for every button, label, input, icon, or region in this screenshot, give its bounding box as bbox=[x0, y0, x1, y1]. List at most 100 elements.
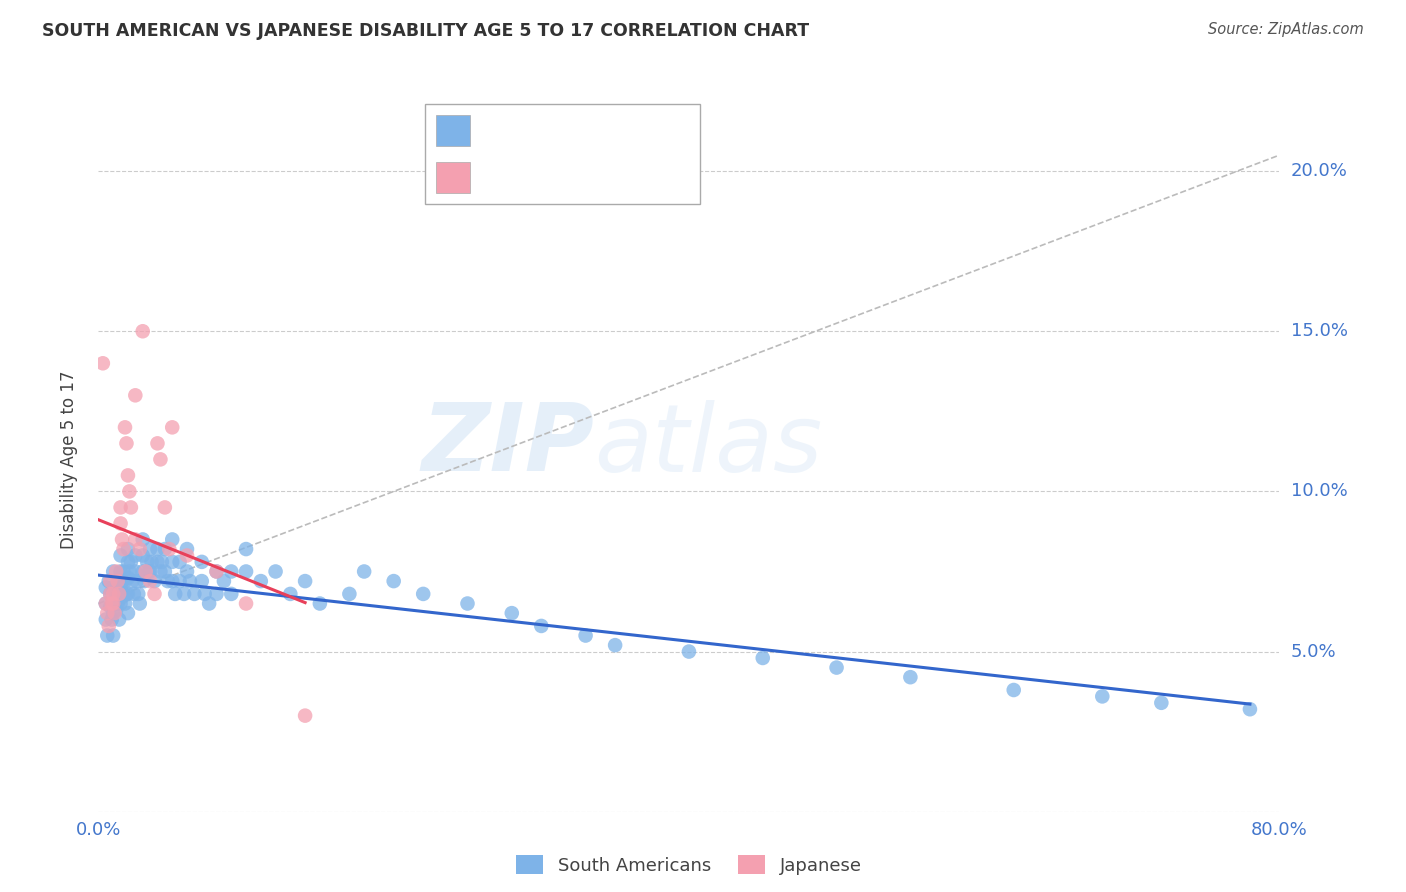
Point bbox=[143, 587, 166, 601]
Point bbox=[139, 565, 162, 579]
Point bbox=[900, 670, 922, 684]
Point bbox=[120, 555, 142, 569]
Point bbox=[194, 587, 217, 601]
Point bbox=[98, 587, 121, 601]
Point bbox=[112, 565, 135, 579]
FancyBboxPatch shape bbox=[436, 162, 470, 193]
Point bbox=[110, 549, 132, 563]
Point bbox=[96, 628, 118, 642]
Point bbox=[134, 574, 156, 588]
Point bbox=[165, 587, 187, 601]
Text: -0.317: -0.317 bbox=[529, 121, 588, 139]
Point bbox=[98, 587, 121, 601]
Point bbox=[124, 565, 146, 579]
Point bbox=[105, 603, 128, 617]
Point bbox=[105, 587, 128, 601]
Point bbox=[111, 533, 134, 547]
Point bbox=[162, 420, 183, 434]
Text: ZIP: ZIP bbox=[422, 400, 595, 491]
Text: 10.0%: 10.0% bbox=[1291, 483, 1347, 500]
Point bbox=[118, 565, 141, 579]
Point bbox=[678, 644, 700, 658]
Point bbox=[128, 542, 150, 557]
Point bbox=[138, 565, 160, 579]
Point bbox=[132, 324, 155, 338]
Point bbox=[104, 606, 127, 620]
Point bbox=[132, 549, 155, 563]
Point bbox=[501, 606, 523, 620]
Point bbox=[146, 555, 169, 569]
Point bbox=[107, 597, 129, 611]
Point bbox=[107, 574, 129, 588]
Point bbox=[205, 587, 228, 601]
Point bbox=[751, 651, 773, 665]
Point bbox=[183, 587, 205, 601]
Point bbox=[139, 542, 162, 557]
Point bbox=[153, 542, 176, 557]
Point bbox=[1150, 696, 1173, 710]
Point bbox=[235, 565, 257, 579]
Point bbox=[153, 500, 176, 515]
Point bbox=[97, 574, 120, 588]
Point bbox=[108, 613, 131, 627]
Point bbox=[1239, 702, 1261, 716]
Text: R =: R = bbox=[481, 121, 512, 139]
Point bbox=[169, 574, 191, 588]
Point bbox=[574, 628, 596, 642]
Point bbox=[353, 565, 375, 579]
Point bbox=[110, 500, 132, 515]
Point bbox=[219, 565, 242, 579]
Point bbox=[150, 555, 173, 569]
Point bbox=[132, 533, 155, 547]
Point bbox=[530, 619, 553, 633]
Point bbox=[132, 565, 155, 579]
Point bbox=[122, 587, 145, 601]
Point bbox=[139, 574, 162, 588]
Point bbox=[294, 574, 316, 588]
Point bbox=[94, 613, 117, 627]
Point bbox=[825, 660, 848, 674]
Point bbox=[98, 599, 121, 614]
Point bbox=[115, 587, 138, 601]
Point bbox=[412, 587, 434, 601]
Point bbox=[235, 542, 257, 557]
Point bbox=[103, 628, 125, 642]
Point bbox=[98, 574, 121, 588]
Point bbox=[149, 565, 172, 579]
Point bbox=[117, 468, 139, 483]
Point bbox=[103, 597, 125, 611]
Point bbox=[605, 638, 627, 652]
Point bbox=[110, 565, 132, 579]
Point bbox=[176, 565, 198, 579]
Point bbox=[135, 565, 157, 579]
Point bbox=[105, 565, 128, 579]
Point bbox=[100, 597, 122, 611]
Point bbox=[114, 574, 136, 588]
Point bbox=[100, 613, 122, 627]
Point bbox=[157, 542, 180, 557]
Point bbox=[117, 606, 139, 620]
Point bbox=[120, 500, 142, 515]
Point bbox=[212, 574, 235, 588]
FancyBboxPatch shape bbox=[425, 103, 700, 204]
Point bbox=[121, 574, 143, 588]
Point bbox=[111, 574, 134, 588]
Point bbox=[456, 597, 478, 611]
Point bbox=[103, 597, 125, 611]
Point bbox=[114, 597, 136, 611]
Point bbox=[143, 574, 166, 588]
Point bbox=[219, 587, 242, 601]
Text: 104: 104 bbox=[641, 121, 676, 139]
Point bbox=[162, 555, 183, 569]
Point bbox=[156, 574, 179, 588]
Point bbox=[103, 587, 125, 601]
Point bbox=[169, 555, 191, 569]
Point bbox=[110, 516, 132, 531]
Point bbox=[205, 565, 228, 579]
Point bbox=[141, 555, 163, 569]
Point bbox=[91, 356, 114, 370]
Point bbox=[179, 574, 201, 588]
Point bbox=[110, 581, 132, 595]
Y-axis label: Disability Age 5 to 17: Disability Age 5 to 17 bbox=[59, 370, 77, 549]
Point bbox=[191, 574, 214, 588]
